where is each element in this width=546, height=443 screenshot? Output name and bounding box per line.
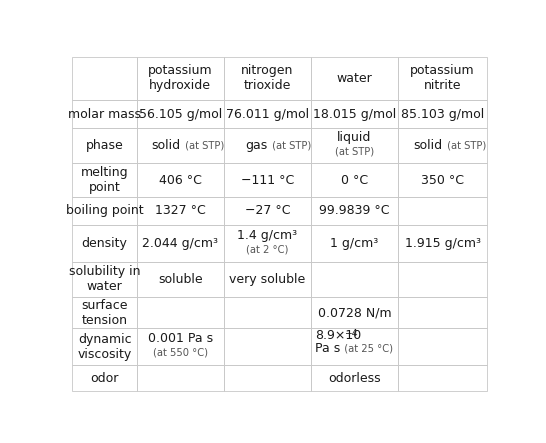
Bar [73, 365, 136, 391]
Bar [398, 100, 487, 128]
Text: nitrogen
trioxide: nitrogen trioxide [241, 64, 294, 93]
Bar [224, 365, 311, 391]
Text: 0.0728 N/m: 0.0728 N/m [318, 306, 391, 319]
Bar [73, 57, 136, 100]
Text: 1.915 g/cm³: 1.915 g/cm³ [405, 237, 480, 250]
Text: (at 2 °C): (at 2 °C) [246, 244, 289, 254]
Bar [398, 297, 487, 328]
Text: 406 °C: 406 °C [159, 174, 201, 187]
Text: −4: −4 [344, 329, 358, 338]
Text: 1327 °C: 1327 °C [155, 205, 206, 218]
Bar [136, 328, 224, 365]
Bar [73, 297, 136, 328]
Text: (at 25 °C): (at 25 °C) [339, 344, 393, 354]
Bar [136, 100, 224, 128]
Bar [311, 262, 398, 297]
Bar [136, 197, 224, 225]
Bar [73, 262, 136, 297]
Text: 56.105 g/mol: 56.105 g/mol [139, 108, 222, 120]
Bar [311, 128, 398, 163]
Text: 1.4 g/cm³: 1.4 g/cm³ [238, 229, 298, 241]
Bar [73, 163, 136, 197]
Bar [224, 100, 311, 128]
Bar [311, 163, 398, 197]
Text: (at STP): (at STP) [335, 146, 374, 156]
Text: odor: odor [91, 372, 119, 385]
Bar [398, 328, 487, 365]
Text: −27 °C: −27 °C [245, 205, 290, 218]
Text: odorless: odorless [328, 372, 381, 385]
Text: 350 °C: 350 °C [421, 174, 464, 187]
Text: gas: gas [245, 139, 268, 152]
Text: solid: solid [151, 139, 180, 152]
Bar [136, 262, 224, 297]
Text: −111 °C: −111 °C [241, 174, 294, 187]
Bar [311, 197, 398, 225]
Bar [311, 328, 398, 365]
Text: surface
tension: surface tension [81, 299, 128, 327]
Bar [73, 100, 136, 128]
Text: very soluble: very soluble [229, 273, 306, 286]
Text: molar mass: molar mass [68, 108, 141, 120]
Bar [136, 163, 224, 197]
Text: solid: solid [413, 139, 443, 152]
Text: 1 g/cm³: 1 g/cm³ [330, 237, 378, 250]
Bar [224, 297, 311, 328]
Text: solubility in
water: solubility in water [69, 265, 140, 293]
Bar [224, 225, 311, 262]
Bar [311, 365, 398, 391]
Bar [311, 297, 398, 328]
Text: 85.103 g/mol: 85.103 g/mol [401, 108, 484, 120]
Bar [73, 328, 136, 365]
Bar [136, 128, 224, 163]
Text: dynamic
viscosity: dynamic viscosity [78, 333, 132, 361]
Text: water: water [336, 72, 372, 85]
Text: 0 °C: 0 °C [341, 174, 368, 187]
Bar [136, 225, 224, 262]
Bar [311, 225, 398, 262]
Text: melting
point: melting point [81, 166, 128, 194]
Text: 18.015 g/mol: 18.015 g/mol [313, 108, 396, 120]
Bar [136, 57, 224, 100]
Bar [136, 297, 224, 328]
Bar [398, 163, 487, 197]
Text: 0.001 Pa s: 0.001 Pa s [148, 332, 213, 345]
Text: (at STP): (at STP) [182, 141, 224, 151]
Bar [398, 197, 487, 225]
Text: 76.011 g/mol: 76.011 g/mol [226, 108, 309, 120]
Bar [73, 225, 136, 262]
Bar [136, 365, 224, 391]
Bar [398, 365, 487, 391]
Bar [398, 225, 487, 262]
Text: boiling point: boiling point [66, 205, 144, 218]
Text: soluble: soluble [158, 273, 203, 286]
Bar [224, 328, 311, 365]
Bar [224, 197, 311, 225]
Text: 99.9839 °C: 99.9839 °C [319, 205, 390, 218]
Bar [224, 128, 311, 163]
Text: Pa s: Pa s [315, 342, 340, 355]
Bar [224, 57, 311, 100]
Bar [311, 57, 398, 100]
Text: phase: phase [86, 139, 123, 152]
Text: density: density [82, 237, 128, 250]
Bar [398, 128, 487, 163]
Text: potassium
nitrite: potassium nitrite [410, 64, 475, 93]
Text: (at 550 °C): (at 550 °C) [153, 348, 208, 358]
Text: (at STP): (at STP) [269, 141, 311, 151]
Bar [311, 100, 398, 128]
Bar [398, 262, 487, 297]
Bar [224, 163, 311, 197]
Bar [73, 197, 136, 225]
Bar [73, 128, 136, 163]
Text: 2.044 g/cm³: 2.044 g/cm³ [143, 237, 218, 250]
Bar [398, 57, 487, 100]
Text: (at STP): (at STP) [444, 141, 486, 151]
Bar [224, 262, 311, 297]
Text: potassium
hydroxide: potassium hydroxide [148, 64, 212, 93]
Text: liquid: liquid [337, 132, 372, 144]
Text: 8.9×10: 8.9×10 [315, 329, 361, 342]
